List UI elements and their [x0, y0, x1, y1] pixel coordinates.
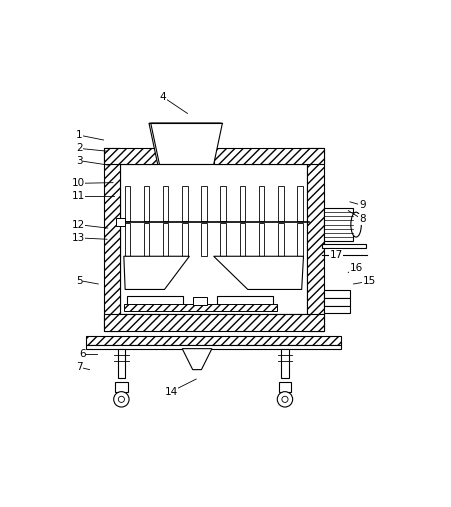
Bar — [124, 186, 130, 221]
Text: 9: 9 — [359, 200, 365, 210]
Bar — [201, 186, 207, 221]
Bar — [279, 382, 291, 391]
Polygon shape — [149, 123, 221, 164]
Polygon shape — [214, 256, 304, 289]
Bar — [124, 223, 130, 256]
Bar — [324, 298, 350, 306]
Text: 1: 1 — [76, 130, 83, 140]
Bar — [221, 223, 226, 256]
Bar — [144, 223, 149, 256]
Bar — [144, 186, 149, 221]
Bar — [324, 306, 350, 313]
Bar — [324, 208, 354, 241]
Bar — [163, 186, 169, 221]
Polygon shape — [151, 123, 222, 164]
Bar — [182, 223, 188, 256]
Bar — [278, 186, 284, 221]
Bar — [259, 223, 264, 256]
Bar — [115, 382, 128, 391]
Text: 3: 3 — [76, 156, 83, 166]
Text: 8: 8 — [359, 214, 365, 224]
Text: 5: 5 — [76, 275, 83, 285]
Text: 12: 12 — [71, 220, 85, 230]
Text: 4: 4 — [160, 92, 166, 102]
Bar — [214, 148, 324, 164]
Bar — [86, 337, 341, 345]
Bar — [221, 186, 226, 221]
Text: 16: 16 — [350, 263, 363, 273]
Bar — [104, 148, 158, 164]
Bar — [104, 148, 120, 331]
Circle shape — [118, 396, 124, 403]
Bar — [324, 291, 350, 298]
Circle shape — [277, 391, 293, 407]
Bar — [124, 304, 277, 311]
Bar — [307, 148, 324, 331]
Bar — [239, 223, 245, 256]
Bar — [201, 223, 207, 256]
Bar — [217, 296, 273, 307]
Bar — [297, 223, 303, 256]
Text: 13: 13 — [71, 233, 85, 243]
Bar — [278, 223, 284, 256]
Polygon shape — [182, 349, 212, 370]
Text: 15: 15 — [363, 276, 376, 286]
Circle shape — [114, 391, 129, 407]
Bar — [239, 186, 245, 221]
Ellipse shape — [351, 212, 361, 237]
Bar — [259, 186, 264, 221]
Bar — [118, 349, 125, 378]
Bar — [322, 244, 366, 248]
Bar — [163, 223, 169, 256]
Bar — [193, 297, 207, 305]
Bar — [281, 349, 289, 378]
Text: 6: 6 — [79, 349, 86, 359]
Bar — [104, 314, 324, 331]
Bar — [297, 186, 303, 221]
Bar — [86, 345, 341, 349]
Bar — [127, 296, 183, 307]
Bar — [120, 164, 307, 314]
Polygon shape — [124, 256, 189, 289]
Text: 7: 7 — [76, 362, 83, 372]
Text: 10: 10 — [71, 178, 85, 188]
Bar — [182, 186, 188, 221]
Text: 2: 2 — [76, 143, 83, 154]
Text: 17: 17 — [329, 250, 343, 260]
Text: 11: 11 — [71, 191, 85, 201]
Circle shape — [282, 396, 288, 403]
Text: 14: 14 — [165, 387, 178, 396]
Bar — [116, 218, 124, 226]
